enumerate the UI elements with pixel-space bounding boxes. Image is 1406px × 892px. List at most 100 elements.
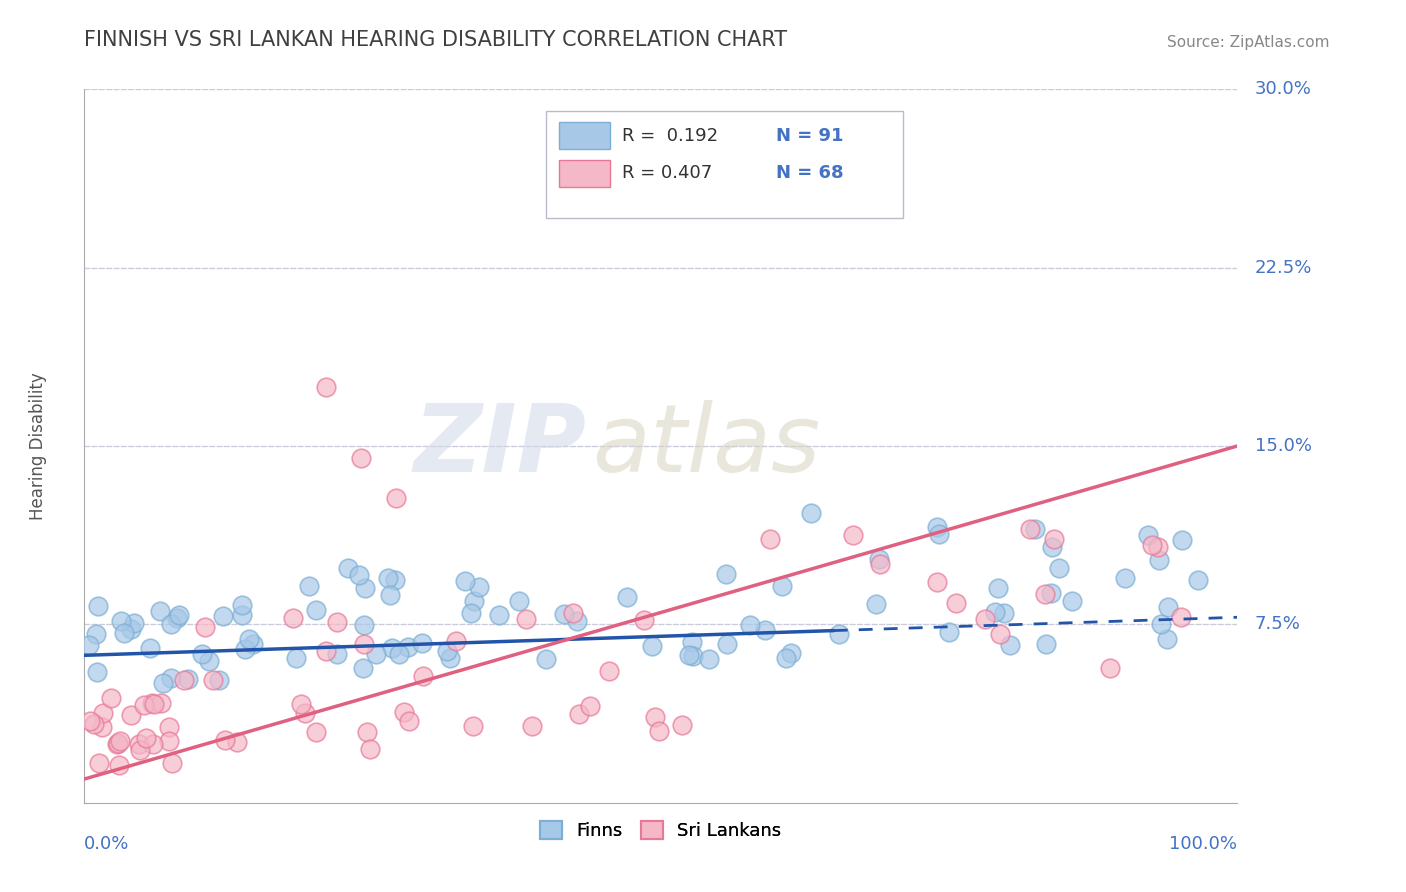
Point xyxy=(396,640,419,655)
Point xyxy=(398,714,420,728)
Point xyxy=(107,736,129,750)
Point xyxy=(716,566,738,581)
FancyBboxPatch shape xyxy=(560,160,610,187)
Point xyxy=(110,614,132,628)
Point xyxy=(157,720,180,734)
Point xyxy=(79,714,101,728)
Point xyxy=(984,605,1007,619)
Point xyxy=(388,647,411,661)
Point xyxy=(1140,538,1163,552)
Point xyxy=(648,723,671,738)
Point xyxy=(1157,599,1180,614)
Point xyxy=(1147,540,1170,554)
Point xyxy=(412,668,434,682)
Point xyxy=(460,606,482,620)
Point xyxy=(1149,553,1171,567)
Point xyxy=(644,710,666,724)
Point xyxy=(522,719,544,733)
Point xyxy=(1035,637,1057,651)
Point xyxy=(159,733,181,747)
Text: R =  0.192: R = 0.192 xyxy=(621,127,717,145)
Point xyxy=(142,737,165,751)
Point xyxy=(284,651,307,665)
Point xyxy=(446,633,468,648)
Point xyxy=(160,617,183,632)
Point xyxy=(770,578,793,592)
Point xyxy=(120,707,142,722)
Point xyxy=(925,520,948,534)
Point xyxy=(231,608,253,623)
Point xyxy=(336,560,359,574)
Point xyxy=(129,742,152,756)
Point xyxy=(377,571,399,585)
Text: N = 91: N = 91 xyxy=(776,127,844,145)
Point xyxy=(359,742,381,756)
Point xyxy=(160,756,183,770)
Point xyxy=(167,607,190,622)
Point xyxy=(439,650,461,665)
Point xyxy=(326,615,349,630)
Point xyxy=(436,644,458,658)
Point xyxy=(463,594,485,608)
Point xyxy=(208,673,231,688)
Point xyxy=(568,706,591,721)
Text: ZIP: ZIP xyxy=(413,400,586,492)
Point xyxy=(135,731,157,746)
Text: Source: ZipAtlas.com: Source: ZipAtlas.com xyxy=(1167,35,1330,50)
Point xyxy=(1114,571,1136,585)
Point xyxy=(567,615,589,629)
Point xyxy=(305,603,328,617)
Point xyxy=(159,671,181,685)
Point xyxy=(1062,594,1084,608)
Point xyxy=(149,696,172,710)
Point xyxy=(347,567,370,582)
Point xyxy=(945,596,967,610)
Text: R = 0.407: R = 0.407 xyxy=(621,164,711,182)
Point xyxy=(1149,617,1171,632)
Text: Hearing Disability: Hearing Disability xyxy=(30,372,48,520)
Text: 7.5%: 7.5% xyxy=(1254,615,1301,633)
Point xyxy=(225,735,247,749)
Point xyxy=(759,532,782,546)
Point xyxy=(754,623,776,637)
Text: 30.0%: 30.0% xyxy=(1254,80,1312,98)
Point xyxy=(993,606,1015,620)
Point xyxy=(740,617,762,632)
Point xyxy=(394,706,416,720)
Point xyxy=(77,638,100,652)
Point xyxy=(775,650,797,665)
Point xyxy=(928,527,950,541)
Text: atlas: atlas xyxy=(592,401,820,491)
Point xyxy=(173,673,195,687)
Point xyxy=(841,528,863,542)
Point xyxy=(194,620,217,634)
Point xyxy=(828,627,851,641)
Point xyxy=(780,646,803,660)
Point xyxy=(553,607,575,622)
Point xyxy=(105,737,128,751)
Point xyxy=(214,733,236,747)
Point xyxy=(598,664,620,678)
Point xyxy=(616,590,638,604)
Point xyxy=(353,617,375,632)
Point xyxy=(235,641,257,656)
Point xyxy=(562,606,585,620)
Point xyxy=(231,599,253,613)
Point xyxy=(973,612,995,626)
Point xyxy=(152,676,174,690)
Point xyxy=(352,661,374,675)
Point xyxy=(356,724,378,739)
Point xyxy=(238,632,260,646)
Point xyxy=(938,625,960,640)
Point xyxy=(1049,561,1071,575)
FancyBboxPatch shape xyxy=(546,111,903,218)
Point xyxy=(1042,532,1064,546)
Point xyxy=(212,609,235,624)
Point xyxy=(294,706,316,720)
Point xyxy=(149,604,172,618)
Point xyxy=(315,379,337,393)
Point xyxy=(682,649,704,664)
Point xyxy=(353,637,375,651)
Point xyxy=(202,673,225,688)
Point xyxy=(315,644,337,658)
